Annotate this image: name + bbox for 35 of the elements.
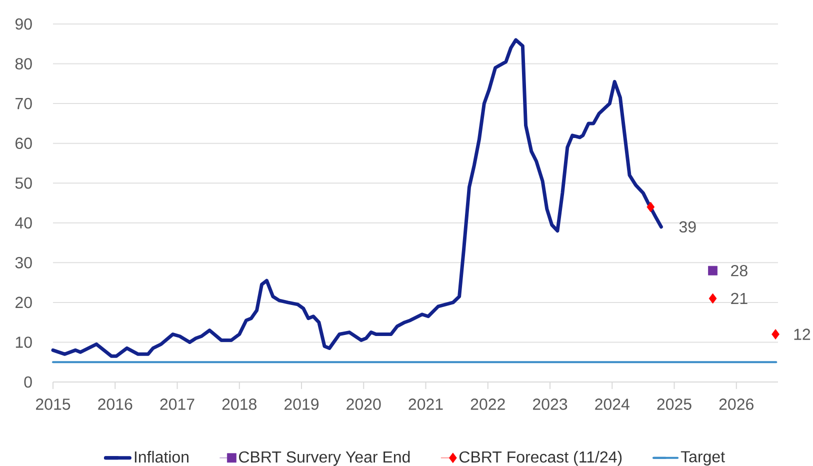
line-series xyxy=(51,38,663,358)
legend-label: CBRT Survery Year End xyxy=(239,450,410,466)
y-tick-label: 40 xyxy=(15,217,32,229)
x-tick-label: 2018 xyxy=(222,398,256,410)
x-tick-label: 2025 xyxy=(657,398,692,410)
x-tick-label: 2024 xyxy=(595,398,630,410)
x-tick-label: 2021 xyxy=(408,398,443,410)
point xyxy=(708,266,718,276)
point xyxy=(772,329,780,340)
legend-label: CBRT Forecast (11/24) xyxy=(459,450,622,466)
y-tick-label: 30 xyxy=(15,257,32,268)
x-tick-label: 2020 xyxy=(346,398,381,410)
x-tick-label: 2022 xyxy=(470,398,505,410)
data-label: 39 xyxy=(679,221,696,233)
point xyxy=(646,202,655,212)
y-tick-label: 0 xyxy=(24,376,32,388)
y-tick-label: 80 xyxy=(15,58,32,70)
y-tick-label: 60 xyxy=(16,138,32,150)
legend-label: Inflation xyxy=(134,450,188,463)
x-tick-label: 2026 xyxy=(719,398,754,410)
y-tick-label: 70 xyxy=(16,98,32,110)
y-tick-label: 10 xyxy=(16,336,32,348)
x-tick-label: 2019 xyxy=(284,398,319,410)
x-tick-label: 2017 xyxy=(160,398,194,410)
x-tick-label: 2015 xyxy=(36,398,70,410)
y-tick-label: 90 xyxy=(15,18,32,30)
y-tick-label: 20 xyxy=(16,296,32,308)
data-label: 21 xyxy=(731,292,748,304)
legend-label: Target xyxy=(680,451,725,466)
point xyxy=(708,293,717,304)
x-tick-label: 2023 xyxy=(533,398,568,410)
data-label: 12 xyxy=(794,328,810,340)
y-tick-label: 50 xyxy=(15,177,32,189)
data-label: 28 xyxy=(731,264,748,276)
x-tick-label: 2016 xyxy=(98,398,132,410)
